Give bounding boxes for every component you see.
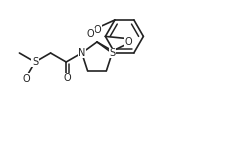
Text: O: O bbox=[63, 73, 71, 83]
Text: O: O bbox=[94, 25, 101, 35]
Text: O: O bbox=[22, 74, 30, 84]
Text: O: O bbox=[87, 29, 94, 39]
Text: S: S bbox=[109, 48, 115, 58]
Text: N: N bbox=[78, 48, 85, 58]
Text: O: O bbox=[124, 37, 132, 47]
Text: S: S bbox=[32, 57, 38, 67]
